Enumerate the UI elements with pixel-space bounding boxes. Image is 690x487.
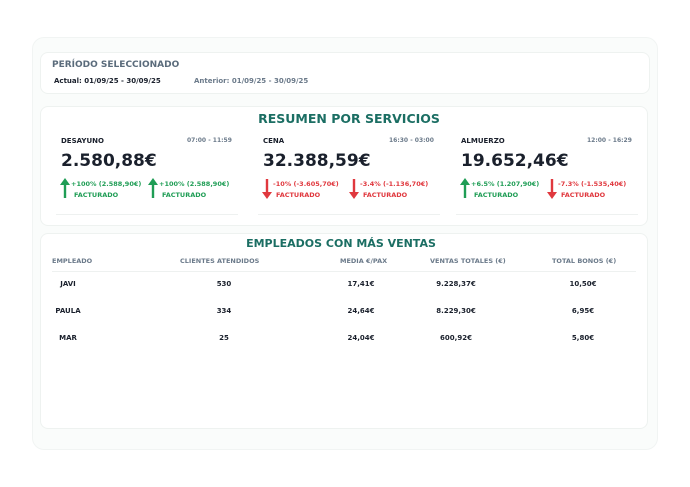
column-header: EMPLEADO — [52, 257, 93, 265]
service-time: 16:30 - 03:00 — [389, 137, 434, 144]
service-divider — [456, 214, 638, 215]
employee-name: JAVI — [60, 280, 76, 288]
services-card — [40, 106, 648, 226]
service-amount: 2.580,88€ — [61, 151, 157, 171]
employees-card — [40, 233, 648, 429]
employee-value: 5,80€ — [571, 334, 595, 342]
employee-value: 17,41€ — [347, 280, 375, 288]
service-divider — [258, 214, 440, 215]
period-actual: Actual: 01/09/25 - 30/09/25 — [54, 77, 161, 85]
column-header: VENTAS TOTALES (€) — [430, 257, 506, 265]
employee-value: 334 — [216, 307, 232, 315]
change-arrow — [262, 179, 272, 199]
employees-title: EMPLEADOS CON MÁS VENTAS — [246, 237, 436, 250]
employee-value: 24,04€ — [347, 334, 375, 342]
employee-value: 6,95€ — [571, 307, 595, 315]
service-divider — [56, 214, 238, 215]
column-header: MEDIA €/PAX — [340, 257, 388, 265]
change-arrow — [547, 179, 557, 199]
change-label: FACTURADO — [74, 191, 119, 199]
column-header: CLIENTES ATENDIDOS — [180, 257, 260, 265]
employee-value: 600,92€ — [440, 334, 472, 342]
change-text: -3.4% (-1.136,70€) — [360, 180, 429, 188]
change-arrow — [349, 179, 359, 199]
change-label: FACTURADO — [474, 191, 519, 199]
employee-value: 9.228,37€ — [436, 280, 476, 288]
period-previous: Anterior: 01/09/25 - 30/09/25 — [194, 77, 309, 85]
change-arrow — [148, 178, 158, 198]
change-text: +100% (2.588,90€) — [71, 180, 142, 188]
employee-name: MAR — [59, 334, 77, 342]
change-text: -7.3% (-1.535,40€) — [558, 180, 627, 188]
change-text: +100% (2.588,90€) — [159, 180, 230, 188]
service-name: ALMUERZO — [461, 137, 505, 145]
header-divider — [52, 271, 636, 272]
change-label: FACTURADO — [162, 191, 207, 199]
employee-value: 25 — [219, 334, 229, 342]
service-name: CENA — [263, 137, 285, 145]
service-time: 07:00 - 11:59 — [187, 137, 232, 144]
change-text: +6.5% (1.207,90€) — [471, 180, 540, 188]
change-text: -10% (-3.605,70€) — [273, 180, 339, 188]
change-label: FACTURADO — [276, 191, 321, 199]
employee-value: 24,64€ — [347, 307, 375, 315]
service-time: 12:00 - 16:29 — [587, 137, 632, 144]
employee-value: 8.229,30€ — [436, 307, 476, 315]
employee-value: 530 — [216, 280, 232, 288]
employee-name: PAULA — [55, 307, 81, 315]
service-amount: 32.388,59€ — [263, 151, 371, 171]
change-arrow — [60, 178, 70, 198]
change-label: FACTURADO — [363, 191, 408, 199]
column-header: TOTAL BONOS (€) — [552, 257, 617, 265]
change-arrow — [460, 178, 470, 198]
employee-value: 10,50€ — [569, 280, 597, 288]
service-amount: 19.652,46€ — [461, 151, 569, 171]
services-title: RESUMEN POR SERVICIOS — [258, 111, 440, 126]
service-name: DESAYUNO — [61, 137, 104, 145]
period-title: PERÍODO SELECCIONADO — [52, 60, 180, 70]
period-card — [40, 52, 650, 94]
change-label: FACTURADO — [561, 191, 606, 199]
